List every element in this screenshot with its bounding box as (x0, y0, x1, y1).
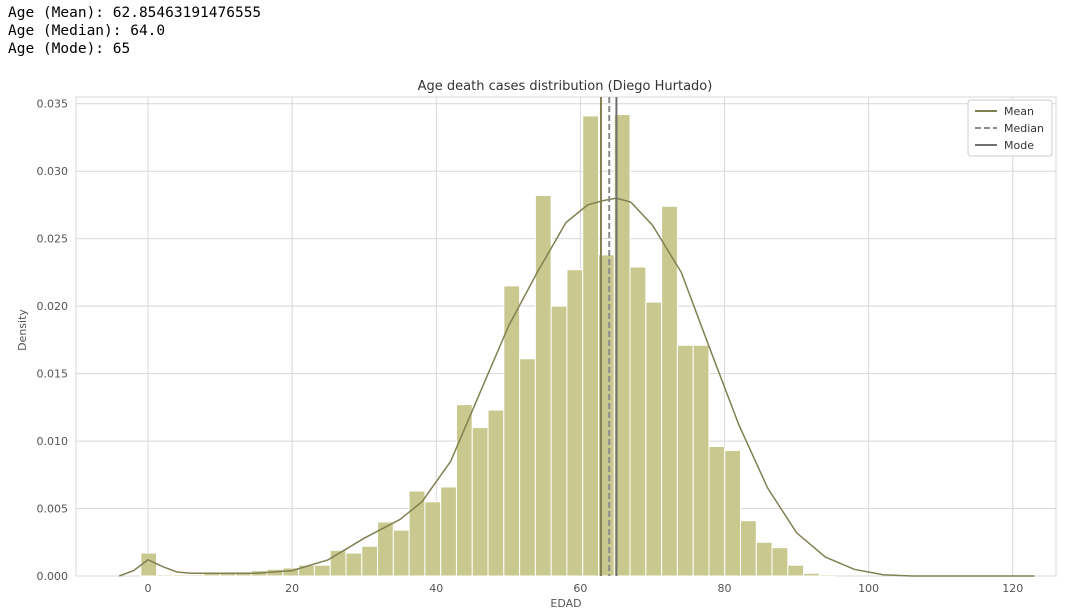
y-tick-label: 0.005 (37, 503, 69, 516)
histogram-bar (771, 547, 789, 577)
x-tick-label: 80 (718, 582, 732, 595)
histogram-bar (645, 301, 663, 577)
histogram-bar (408, 490, 426, 577)
histogram-bar (424, 501, 442, 577)
histogram-bar (392, 529, 410, 577)
histogram-bar (787, 564, 805, 577)
mean-text: Age (Mean): 62.85463191476555 (8, 5, 262, 21)
legend-label-median: Median (1004, 122, 1044, 135)
y-tick-label: 0.030 (37, 165, 69, 178)
chart-title: Age death cases distribution (Diego Hurt… (418, 79, 713, 94)
histogram-bar (724, 450, 742, 577)
y-axis-label: Density (16, 309, 29, 351)
x-tick-label: 100 (858, 582, 879, 595)
legend-label-mean: Mean (1004, 105, 1034, 118)
x-tick-label: 40 (429, 582, 443, 595)
x-axis-label: EDAD (550, 597, 581, 610)
x-tick-label: 120 (1002, 582, 1023, 595)
histogram-bar (487, 409, 505, 577)
mode-text: Age (Mode): 65 (8, 41, 131, 57)
x-tick-label: 60 (573, 582, 587, 595)
median-text: Age (Median): 64.0 (8, 23, 166, 39)
histogram-bar (361, 545, 379, 577)
histogram-bar (818, 574, 836, 577)
histogram-bar (313, 564, 331, 577)
legend-label-mode: Mode (1004, 139, 1034, 152)
legend-box (967, 99, 1053, 157)
histogram-bar (503, 285, 521, 577)
y-tick-label: 0.010 (37, 435, 69, 448)
y-tick-label: 0.035 (37, 98, 69, 111)
histogram-bar (171, 574, 189, 577)
stat-lines (599, 97, 618, 576)
histogram-bar (345, 552, 363, 577)
histogram-bar (692, 344, 710, 577)
histogram-bar (519, 358, 536, 577)
histogram-bar (676, 344, 694, 577)
histogram-bar (803, 572, 820, 577)
histogram-bar (582, 115, 599, 577)
legend: Mean Median Mode (967, 99, 1053, 157)
stats-output: Age (Mean): 62.85463191476555 Age (Media… (8, 4, 261, 58)
x-tick-label: 0 (145, 582, 152, 595)
histogram-bar (140, 552, 158, 577)
tick-labels: 0 20 40 60 80 100 120 0.000 0.005 0.010 0.015 0.020… (37, 98, 1024, 595)
histogram-bar (471, 427, 489, 577)
histogram-bar (440, 486, 457, 577)
kde-layer (118, 197, 1035, 577)
y-tick-label: 0.020 (37, 300, 69, 313)
y-tick-label: 0.000 (37, 570, 69, 583)
histogram-bar (566, 269, 584, 577)
histogram-bar (550, 305, 568, 577)
y-tick-label: 0.015 (37, 368, 69, 381)
histogram-bar (629, 266, 647, 577)
x-tick-label: 20 (285, 582, 299, 595)
histogram-bar (187, 574, 205, 577)
histogram-bar (740, 520, 757, 577)
histogram-bars (140, 114, 836, 577)
kde-line (118, 197, 1035, 577)
histogram-bar (156, 574, 173, 577)
histogram-bar (755, 541, 773, 577)
y-tick-label: 0.025 (37, 233, 69, 246)
histogram-bar (708, 445, 726, 577)
